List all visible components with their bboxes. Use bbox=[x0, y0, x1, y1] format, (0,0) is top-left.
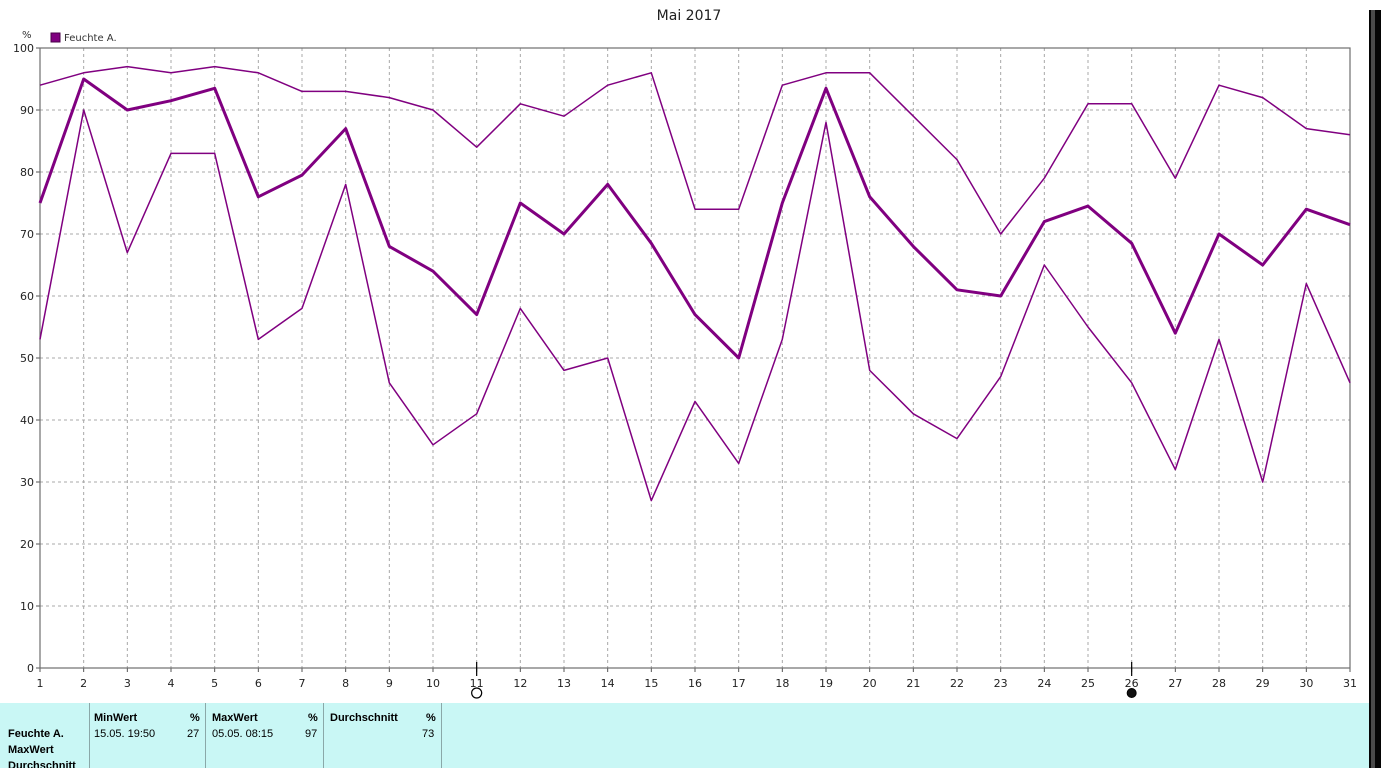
y-tick-label: 90 bbox=[20, 104, 34, 117]
x-tick-label: 5 bbox=[211, 677, 218, 690]
avg-header: Durchschnitt bbox=[330, 712, 398, 724]
x-tick-label: 10 bbox=[426, 677, 440, 690]
stats-panel: Feuchte A. MaxWert Durchschnitt MinWert … bbox=[0, 703, 1369, 768]
chart-title: Mai 2017 bbox=[657, 8, 722, 24]
x-tick-label: 18 bbox=[775, 677, 789, 690]
window-right-border bbox=[1369, 10, 1381, 768]
x-tick-label: 27 bbox=[1168, 677, 1182, 690]
x-tick-label: 30 bbox=[1299, 677, 1313, 690]
x-tick-label: 24 bbox=[1037, 677, 1051, 690]
legend-swatch bbox=[50, 32, 61, 43]
x-tick-label: 9 bbox=[386, 677, 393, 690]
full-moon-icon bbox=[1126, 688, 1137, 698]
stats-avg-column: Durchschnitt % 73 bbox=[324, 703, 442, 768]
x-tick-label: 31 bbox=[1343, 677, 1357, 690]
stats-row-label: Feuchte A. bbox=[8, 728, 64, 740]
x-tick-label: 7 bbox=[299, 677, 306, 690]
x-tick-label: 17 bbox=[732, 677, 746, 690]
grid-layer bbox=[40, 48, 1350, 668]
y-tick-label: 30 bbox=[20, 476, 34, 489]
x-tick-label: 12 bbox=[513, 677, 527, 690]
y-tick-label: 10 bbox=[20, 600, 34, 613]
y-tick-label: 20 bbox=[20, 538, 34, 551]
x-tick-label: 16 bbox=[688, 677, 702, 690]
stats-row-headers: Feuchte A. MaxWert Durchschnitt bbox=[0, 703, 90, 768]
x-tick-label: 25 bbox=[1081, 677, 1095, 690]
x-tick-label: 26 bbox=[1125, 677, 1139, 690]
x-tick-label: 8 bbox=[342, 677, 349, 690]
y-tick-label: 0 bbox=[27, 662, 34, 675]
min-time: 15.05. 19:50 bbox=[94, 728, 156, 740]
stats-min-column: MinWert % 15.05. 19:50 27 bbox=[90, 703, 206, 768]
x-tick-label: 19 bbox=[819, 677, 833, 690]
y-tick-label: 70 bbox=[20, 228, 34, 241]
x-tick-label: 4 bbox=[168, 677, 175, 690]
max-unit: % bbox=[308, 712, 318, 724]
y-tick-label: 60 bbox=[20, 290, 34, 303]
x-tick-label: 15 bbox=[644, 677, 658, 690]
min-value: 27 bbox=[187, 728, 200, 740]
y-tick-label: 50 bbox=[20, 352, 34, 365]
x-tick-label: 11 bbox=[470, 677, 484, 690]
stats-row-label: MaxWert bbox=[8, 744, 54, 756]
new-moon-icon bbox=[471, 687, 483, 699]
x-tick-label: 22 bbox=[950, 677, 964, 690]
x-tick-label: 6 bbox=[255, 677, 262, 690]
series-line-avg bbox=[38, 77, 1351, 360]
y-tick-label: 80 bbox=[20, 166, 34, 179]
x-tick-label: 29 bbox=[1256, 677, 1270, 690]
avg-value: 73 bbox=[422, 728, 435, 740]
min-header: MinWert bbox=[94, 712, 138, 724]
y-axis-unit: % bbox=[22, 30, 32, 41]
avg-unit: % bbox=[426, 712, 436, 724]
x-tick-label: 20 bbox=[863, 677, 877, 690]
x-tick-label: 14 bbox=[601, 677, 615, 690]
min-unit: % bbox=[190, 712, 200, 724]
x-tick-label: 3 bbox=[124, 677, 131, 690]
series-line-max bbox=[39, 65, 1351, 235]
stats-max-column: MaxWert % 05.05. 08:15 97 bbox=[206, 703, 324, 768]
humidity-chart: Mai 2017 % Feuchte A. 0 10 20 30 40 50 60 70 80 9… bbox=[13, 8, 1357, 699]
stats-row-label: Durchschnitt bbox=[8, 760, 76, 768]
x-tick-label: 13 bbox=[557, 677, 571, 690]
x-tick-label: 23 bbox=[994, 677, 1008, 690]
series-layer bbox=[38, 65, 1351, 502]
plot-frame bbox=[39, 47, 1351, 669]
legend-label: Feuchte A. bbox=[64, 33, 117, 44]
max-time: 05.05. 08:15 bbox=[212, 728, 274, 740]
series-line-min bbox=[39, 109, 1351, 502]
x-tick-label: 1 bbox=[37, 677, 44, 690]
y-tick-label: 40 bbox=[20, 414, 34, 427]
x-tick-label: 2 bbox=[80, 677, 87, 690]
y-tick-label: 100 bbox=[13, 42, 34, 55]
x-tick-label: 28 bbox=[1212, 677, 1226, 690]
x-tick-label: 21 bbox=[906, 677, 920, 690]
max-value: 97 bbox=[305, 728, 318, 740]
max-header: MaxWert bbox=[212, 712, 258, 724]
